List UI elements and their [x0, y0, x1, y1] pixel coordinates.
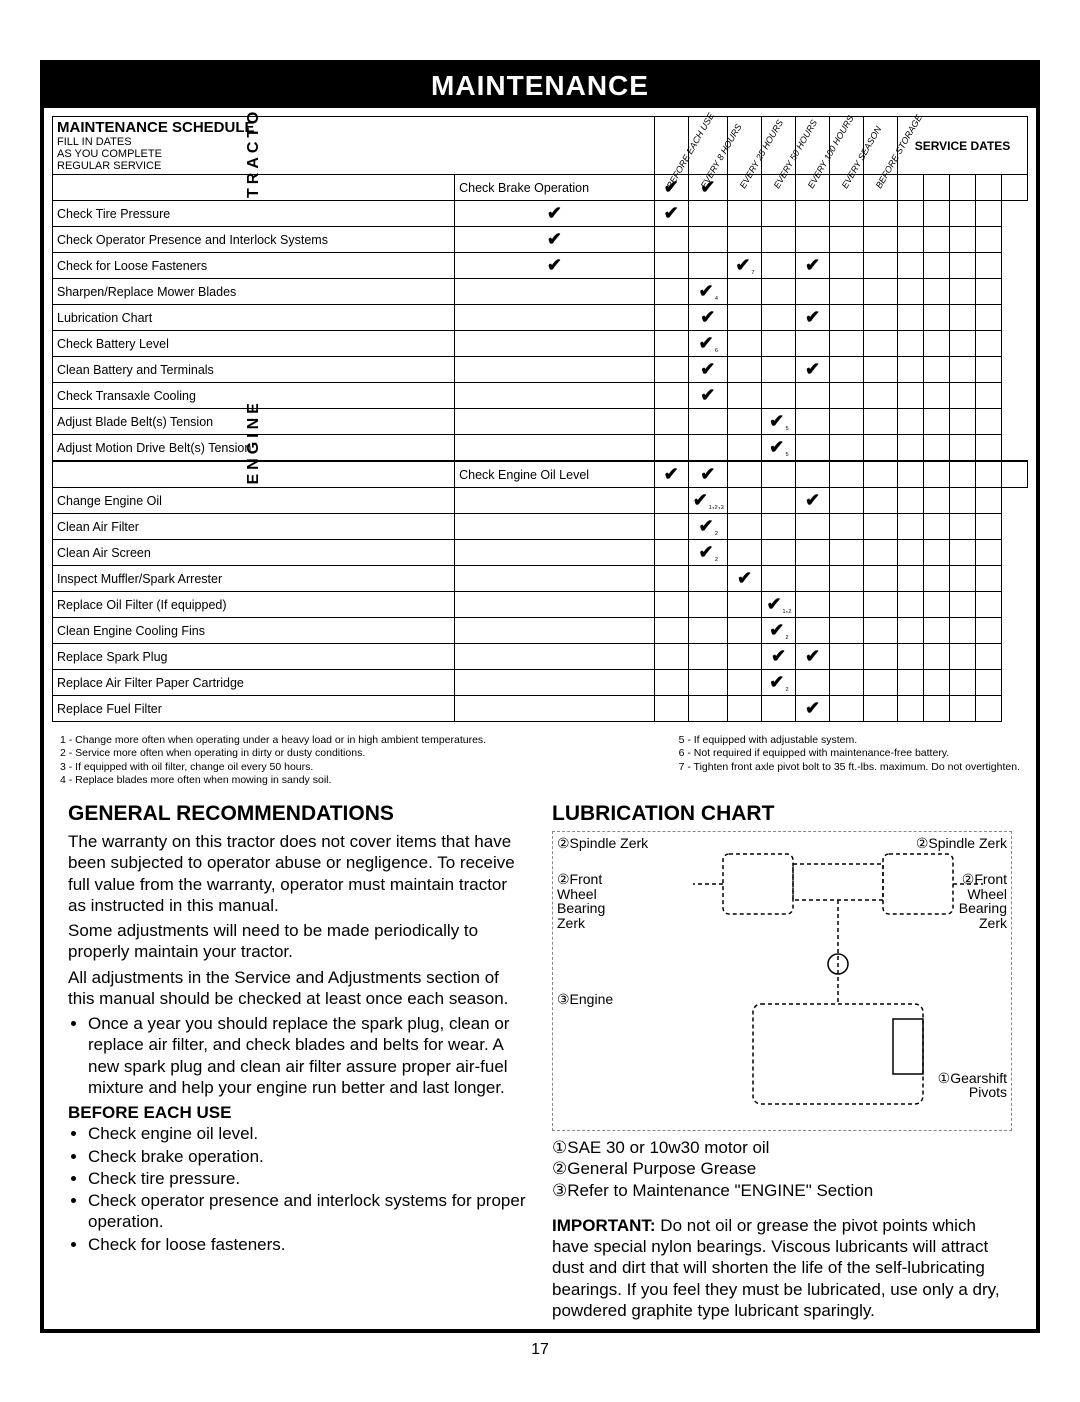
general-recommendations: GENERAL RECOMMENDATIONS The warranty on … — [68, 801, 528, 1325]
page-number: 17 — [40, 1341, 1040, 1359]
lubrication-heading: LUBRICATION CHART — [552, 801, 1012, 827]
general-bullet: Once a year you should replace the spark… — [88, 1013, 528, 1098]
maintenance-schedule: MAINTENANCE SCHEDULEFILL IN DATESAS YOU … — [44, 108, 1036, 730]
label-gearshift: ①Gearshift Pivots — [917, 1071, 1007, 1100]
general-heading: GENERAL RECOMMENDATIONS — [68, 801, 528, 827]
general-p3: All adjustments in the Service and Adjus… — [68, 967, 528, 1010]
label-engine: ③Engine — [557, 992, 613, 1007]
schedule-table: MAINTENANCE SCHEDULEFILL IN DATESAS YOU … — [52, 116, 1028, 722]
important-note: IMPORTANT: Do not oil or grease the pivo… — [552, 1215, 1012, 1321]
general-p2: Some adjustments will need to be made pe… — [68, 920, 528, 963]
lubrication-diagram: ②Spindle Zerk ②Spindle Zerk ②Front Wheel… — [552, 831, 1012, 1131]
before-each-use-heading: BEFORE EACH USE — [68, 1102, 528, 1123]
body-columns: GENERAL RECOMMENDATIONS The warranty on … — [44, 789, 1036, 1329]
footnotes-left: 1 - Change more often when operating und… — [60, 734, 486, 787]
page-frame: MAINTENANCE MAINTENANCE SCHEDULEFILL IN … — [40, 60, 1040, 1333]
label-spindle-left: ②Spindle Zerk — [557, 836, 648, 851]
before-each-use-list: Check engine oil level.Check brake opera… — [88, 1123, 528, 1255]
lubrication-chart: LUBRICATION CHART — [552, 801, 1012, 1325]
general-p1: The warranty on this tractor does not co… — [68, 831, 528, 916]
label-front-left: ②Front Wheel Bearing Zerk — [557, 872, 637, 931]
label-spindle-right: ②Spindle Zerk — [916, 836, 1007, 851]
label-front-right: ②Front Wheel Bearing Zerk — [927, 872, 1007, 931]
important-label: IMPORTANT: — [552, 1216, 656, 1235]
footnotes-right: 5 - If equipped with adjustable system.6… — [679, 734, 1020, 787]
page-title: MAINTENANCE — [44, 64, 1036, 108]
lubrication-legend: ①SAE 30 or 10w30 motor oil②General Purpo… — [552, 1137, 1012, 1201]
footnotes: 1 - Change more often when operating und… — [44, 730, 1036, 789]
